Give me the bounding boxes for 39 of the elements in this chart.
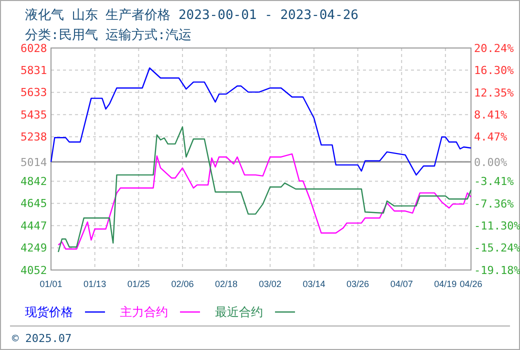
y2-tick-label: 12.35%: [474, 86, 514, 100]
x-tick-label: 03/14: [302, 279, 326, 289]
y2-tick-label: 20.24%: [474, 42, 514, 55]
x-tick-label: 02/18: [215, 279, 238, 289]
x-tick-label: 02/06: [171, 279, 194, 289]
legend-label: 最近合约: [215, 305, 263, 319]
chart-subtitle: 分类:民用气 运输方式:汽运: [25, 27, 192, 43]
text: © 2025.07: [12, 332, 72, 345]
y2-tick-label: -19.18%: [474, 264, 520, 277]
y-tick-label: 5633: [20, 86, 47, 100]
x-tick-label: 01/13: [84, 279, 106, 289]
x-tick-label: 04/26: [460, 279, 482, 289]
x-tick-label: 04/07: [390, 279, 413, 289]
x-tick-label: 01/01: [40, 279, 62, 289]
x-tick-label: 01/25: [127, 279, 150, 289]
y-tick-label: 4447: [20, 219, 47, 232]
y-tick-label: 4645: [20, 197, 47, 210]
y-tick-label: 5435: [20, 108, 47, 122]
y2-tick-label: -11.30%: [474, 219, 520, 232]
y2-tick-label: 0.00%: [474, 156, 508, 169]
legend-label: 现货价格: [25, 305, 73, 319]
y-tick-label: 5014: [20, 156, 48, 169]
x-tick-label: 03/26: [346, 279, 370, 289]
y2-tick-label: 8.41%: [474, 108, 508, 122]
y2-tick-label: 4.47%: [474, 130, 508, 144]
x-tick-label: 04/19: [434, 279, 457, 289]
y-tick-label: 6028: [20, 42, 47, 55]
y2-tick-label: -7.36%: [474, 197, 514, 210]
chart-title: 液化气 山东 生产者价格 2023-00-01 - 2023-04-26: [25, 8, 358, 23]
y-tick-label: 4052: [20, 264, 47, 277]
x-tick-label: 03/02: [258, 279, 282, 289]
legend-label: 主力合约: [120, 305, 168, 319]
y-tick-label: 5831: [20, 64, 47, 77]
y2-tick-label: -3.41%: [474, 175, 514, 188]
y-tick-label: 4249: [20, 242, 47, 255]
y2-tick-label: -15.24%: [474, 242, 520, 255]
y2-tick-label: 16.30%: [474, 64, 514, 78]
y-tick-label: 5238: [20, 130, 47, 144]
y-tick-label: 4842: [20, 175, 47, 188]
